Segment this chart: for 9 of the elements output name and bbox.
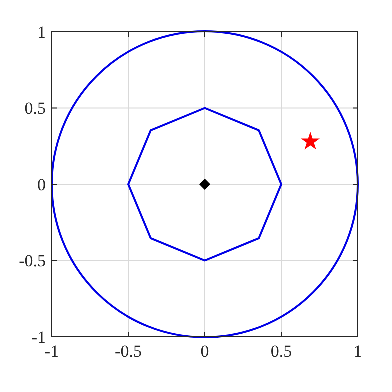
x-tick-label: 0.5 xyxy=(270,342,292,361)
y-tick-label: 1 xyxy=(38,22,46,42)
y-tick-label: -0.5 xyxy=(19,252,46,271)
y-tick-label: -1 xyxy=(32,328,46,347)
x-tick-label: -0.5 xyxy=(115,342,142,361)
y-tick-label: 0 xyxy=(38,175,46,194)
y-tick-label: 0.5 xyxy=(24,99,46,118)
x-tick-label: 1 xyxy=(354,342,362,361)
x-tick-label: 0 xyxy=(200,342,210,361)
